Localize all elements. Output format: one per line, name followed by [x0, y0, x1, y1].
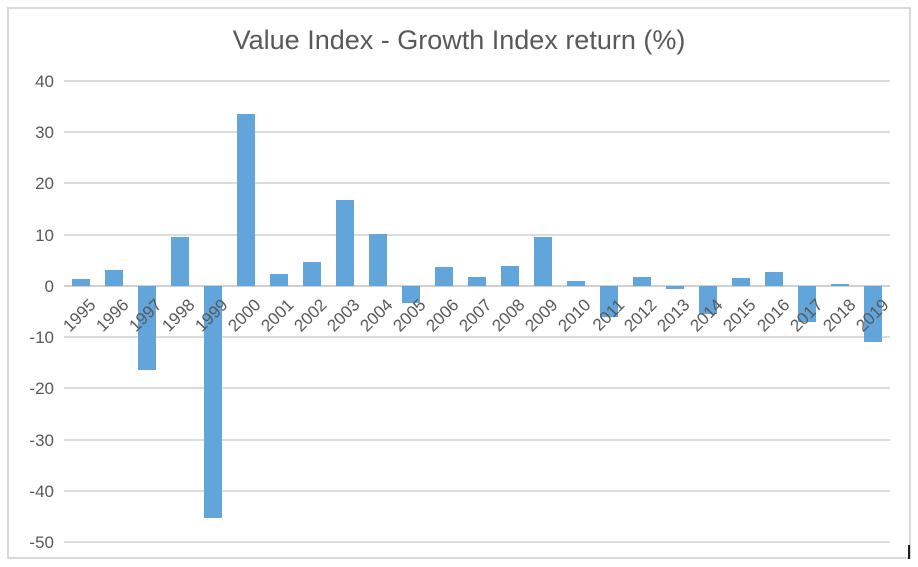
gridline-20 [64, 182, 890, 185]
bar-2015 [732, 277, 751, 286]
bar-2012 [633, 277, 652, 286]
bar-2017 [798, 285, 817, 322]
y-tick-label--30: -30 [29, 430, 54, 450]
gridline--50 [64, 541, 890, 543]
bar-2003 [335, 200, 354, 286]
gridline-40 [64, 80, 890, 82]
chart-title: Value Index - Growth Index return (%) [232, 25, 686, 55]
bar-2010 [567, 280, 586, 286]
bar-2014 [699, 285, 718, 315]
bar-2009 [534, 236, 553, 286]
y-tick-label-40: 40 [35, 72, 54, 91]
y-tick-label--50: -50 [29, 533, 54, 552]
bar-2008 [501, 265, 520, 286]
bar-2011 [600, 285, 619, 318]
chart-area: Value Index - Growth Index return (%) 40… [7, 7, 911, 559]
gridline--10 [64, 336, 890, 339]
bar-2019 [864, 285, 883, 343]
gridline-30 [64, 131, 890, 134]
bar-2007 [468, 276, 486, 286]
y-tick-label-20: 20 [35, 174, 54, 194]
gridline--40 [64, 489, 890, 492]
y-tick-label-10: 10 [35, 225, 54, 245]
gridline-0 [64, 284, 890, 287]
bar-2004 [368, 234, 387, 286]
bar-2013 [666, 285, 685, 289]
bar-1997 [137, 285, 156, 371]
bar-1998 [170, 236, 189, 286]
y-tick-label-30: 30 [35, 123, 54, 143]
bar-2001 [269, 273, 288, 286]
gridline--20 [64, 387, 890, 390]
y-tick-label-0: 0 [44, 276, 54, 296]
bar-2018 [831, 283, 850, 286]
bar-2006 [434, 266, 453, 286]
plot-area: 40 30 20 10 0 -10 -20 -30 -40 -50 1995 1996 1997 1998… [9, 9, 909, 557]
bar-1995 [71, 279, 90, 286]
gridline-10 [64, 233, 890, 236]
bar-1996 [104, 270, 123, 286]
y-tick-label--40: -40 [29, 481, 54, 501]
bar-2016 [765, 271, 784, 286]
bar-1999 [203, 285, 222, 518]
gridline--30 [64, 438, 890, 441]
bar-2002 [302, 262, 321, 286]
bar-2005 [401, 285, 420, 304]
y-tick-label--20: -20 [29, 379, 54, 399]
bar-2000 [236, 114, 255, 286]
y-tick-label--10: -10 [29, 328, 54, 348]
window-edge-fragment [908, 545, 910, 559]
